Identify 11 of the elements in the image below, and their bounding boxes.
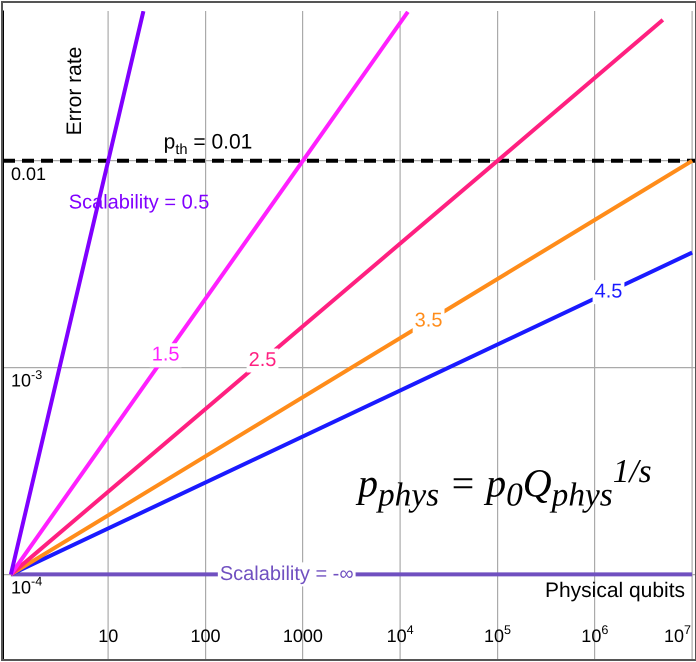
series-label: 2.5 <box>248 349 276 372</box>
series-label: 1.5 <box>152 344 180 366</box>
series-label: 4.5 <box>594 280 622 303</box>
x-tick-label: 10 <box>98 626 118 646</box>
series-label: 3.5 <box>414 309 442 332</box>
x-tick-label: 1000 <box>282 626 323 646</box>
x-tick-label: 100 <box>190 626 221 646</box>
series-label: Scalability = -∞ <box>220 562 354 585</box>
y-axis-title: Error rate <box>62 46 86 136</box>
y-tick-label: 0.01 <box>11 164 46 184</box>
x-axis-title: Physical qubits <box>544 578 686 602</box>
